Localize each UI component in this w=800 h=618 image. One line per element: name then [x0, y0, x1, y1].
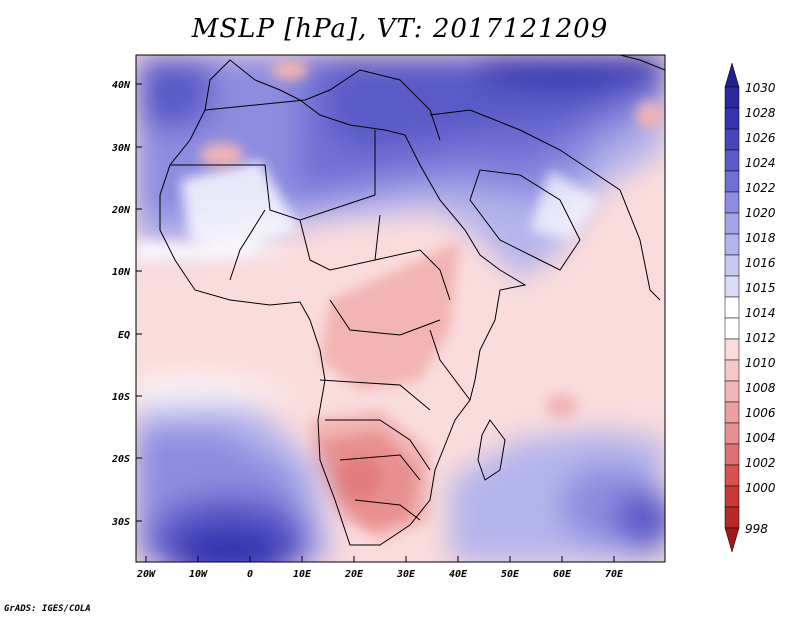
lon-label: 30E — [396, 569, 416, 580]
colorbar-swatch — [724, 506, 740, 529]
lat-label: 10N — [112, 267, 131, 278]
map-frame — [135, 54, 666, 563]
lat-label: 10S — [112, 392, 130, 403]
lat-label: 30N — [111, 143, 131, 154]
lon-label: 0 — [247, 569, 253, 580]
colorbar-swatch — [724, 380, 740, 403]
colorbar-swatch — [724, 401, 740, 424]
colorbar-swatch — [724, 296, 740, 319]
colorbar-swatch — [724, 254, 740, 277]
colorbar-swatch — [724, 443, 740, 466]
colorbar-label: 1028 — [745, 106, 776, 120]
colorbar-label: 998 — [745, 522, 768, 536]
colorbar-swatch — [724, 317, 740, 340]
lat-label: 40N — [112, 80, 131, 91]
colorbar-label: 1016 — [745, 256, 776, 270]
colorbar-swatch — [724, 275, 740, 298]
colorbar-swatch — [724, 359, 740, 382]
colorbar-swatch — [724, 233, 740, 256]
colorbar-label: 1008 — [745, 381, 776, 395]
footer-credit: GrADS: IGES/COLA — [4, 604, 91, 614]
colorbar-label: 1004 — [745, 431, 776, 445]
colorbar-swatch — [724, 464, 740, 487]
lat-label: 20S — [111, 454, 130, 465]
colorbar-label: 1000 — [745, 481, 776, 495]
colorbar-label: 1022 — [745, 181, 776, 195]
colorbar-swatch — [724, 485, 740, 508]
lon-label: 10E — [293, 569, 312, 580]
colorbar-label: 1030 — [745, 81, 776, 95]
lon-label: 50E — [501, 569, 520, 580]
colorbar-label: 1018 — [745, 231, 776, 245]
colorbar-label: 1024 — [745, 156, 776, 170]
lat-axis: 40N 30N 20N 10N EQ 10S 20S 30S — [111, 80, 142, 528]
lon-label: 20W — [136, 569, 156, 580]
colorbar-label: 1012 — [745, 331, 776, 345]
colorbar-swatch — [724, 170, 740, 193]
colorbar-label: 1026 — [745, 131, 776, 145]
lon-label: 20E — [344, 569, 364, 580]
colorbar-label: 1006 — [745, 406, 776, 420]
colorbar-swatch — [724, 128, 740, 151]
lon-label: 40E — [449, 569, 468, 580]
colorbar-label: 1014 — [745, 306, 776, 320]
colorbar-label: 1010 — [745, 356, 776, 370]
colorbar-swatch — [724, 149, 740, 172]
colorbar-max-arrow — [724, 62, 740, 88]
colorbar-swatch — [724, 212, 740, 235]
lat-label: 20N — [111, 205, 131, 216]
colorbar-label: 1020 — [745, 206, 776, 220]
coastlines — [159, 55, 665, 546]
colorbar-swatch — [724, 191, 740, 214]
colorbar-label: 1015 — [745, 281, 776, 295]
lat-label: EQ — [118, 330, 130, 341]
lon-axis: 20W 10W 0 10E 20E 30E 40E 50E 60E 70E — [136, 556, 624, 580]
lat-label: 30S — [111, 517, 130, 528]
colorbar-min-arrow — [724, 527, 740, 553]
lon-label: 60E — [553, 569, 572, 580]
lon-label: 10W — [189, 569, 208, 580]
pressure-field — [136, 55, 665, 562]
colorbar-label: 1002 — [745, 456, 776, 470]
colorbar-swatch — [724, 107, 740, 130]
colorbar-swatch — [724, 422, 740, 445]
colorbar-swatch — [724, 338, 740, 361]
colorbar-swatch — [724, 86, 740, 109]
colorbar: 1030 1028 1026 1024 1022 1020 1018 1016 … — [724, 62, 776, 553]
lon-label: 70E — [605, 569, 624, 580]
chart-title: MSLP [hPa], VT: 2017121209 — [191, 14, 609, 44]
